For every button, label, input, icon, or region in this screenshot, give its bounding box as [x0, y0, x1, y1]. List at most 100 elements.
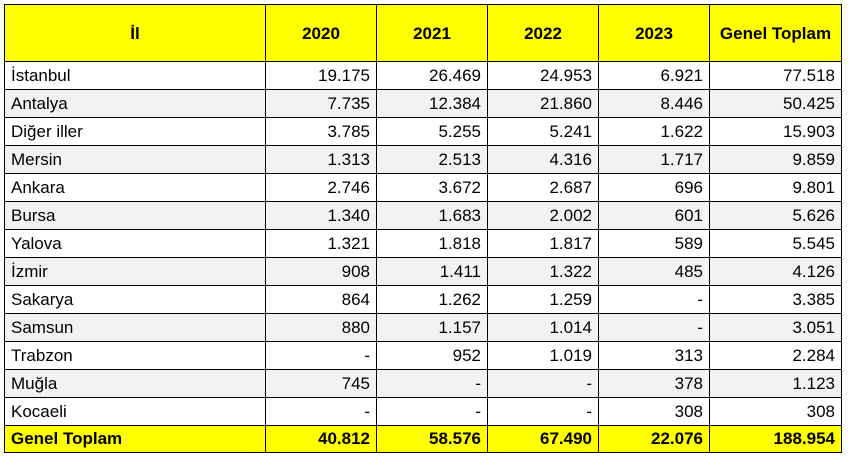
value-2020-cell: 880	[265, 313, 377, 342]
header-cell-2022: 2022	[487, 4, 599, 62]
header-cell-2020: 2020	[265, 4, 377, 62]
value-2021-cell: -	[376, 369, 488, 398]
value-2020-cell: -	[265, 341, 377, 370]
table-row: Antalya 7.735 12.384 21.860 8.446 50.425	[4, 89, 842, 118]
city-cell: Sakarya	[4, 285, 266, 314]
value-2021-cell: 952	[376, 341, 488, 370]
table-body: İstanbul 19.175 26.469 24.953 6.921 77.518 Ant…	[4, 61, 842, 426]
value-2022-cell: 5.241	[487, 117, 599, 146]
value-2020-cell: 7.735	[265, 89, 377, 118]
value-2022-cell: 1.322	[487, 257, 599, 286]
value-2022-cell: 1.817	[487, 229, 599, 258]
value-2022-cell: 1.019	[487, 341, 599, 370]
table-row: Ankara 2.746 3.672 2.687 696 9.801	[4, 173, 842, 202]
city-cell: Bursa	[4, 201, 266, 230]
total-cell-2023: 22.076	[598, 425, 710, 453]
value-2022-cell: 21.860	[487, 89, 599, 118]
value-2023-cell: -	[598, 285, 710, 314]
value-2022-cell: 2.687	[487, 173, 599, 202]
table-row: İstanbul 19.175 26.469 24.953 6.921 77.518	[4, 61, 842, 90]
total-row: Genel Toplam 40.812 58.576 67.490 22.076…	[4, 425, 842, 453]
total-cell: 3.051	[709, 313, 842, 342]
value-2021-cell: 1.411	[376, 257, 488, 286]
value-2020-cell: 1.340	[265, 201, 377, 230]
city-cell: Mersin	[4, 145, 266, 174]
city-cell: Ankara	[4, 173, 266, 202]
value-2020-cell: 3.785	[265, 117, 377, 146]
table-row: Trabzon -952 1.019 313 2.284	[4, 341, 842, 370]
total-cell: 9.859	[709, 145, 842, 174]
value-2023-cell: 313	[598, 341, 710, 370]
value-2022-cell: -	[487, 369, 599, 398]
city-cell: Trabzon	[4, 341, 266, 370]
value-2021-cell: 26.469	[376, 61, 488, 90]
city-cell: Samsun	[4, 313, 266, 342]
total-label: Genel Toplam	[4, 425, 266, 453]
total-cell: 308	[709, 397, 842, 426]
total-cell: 15.903	[709, 117, 842, 146]
city-cell: Diğer iller	[4, 117, 266, 146]
header-row: İl 2020 2021 2022 2023 Genel Toplam	[4, 4, 842, 62]
total-cell-2022: 67.490	[487, 425, 599, 453]
value-2023-cell: 485	[598, 257, 710, 286]
city-cell: Yalova	[4, 229, 266, 258]
value-2021-cell: 12.384	[376, 89, 488, 118]
value-2021-cell: 3.672	[376, 173, 488, 202]
total-cell: 77.518	[709, 61, 842, 90]
table-row: Diğer iller 3.785 5.255 5.241 1.622 15.903	[4, 117, 842, 146]
value-2021-cell: 1.818	[376, 229, 488, 258]
table-row: Bursa 1.340 1.683 2.002 601 5.626	[4, 201, 842, 230]
value-2020-cell: 908	[265, 257, 377, 286]
value-2023-cell: 378	[598, 369, 710, 398]
table-row: İzmir 908 1.411 1.322 485 4.126	[4, 257, 842, 286]
value-2022-cell: 1.259	[487, 285, 599, 314]
table-row: Sakarya 864 1.262 1.259-3.385	[4, 285, 842, 314]
value-2023-cell: 601	[598, 201, 710, 230]
table-row: Muğla 745- -378 1.123	[4, 369, 842, 398]
value-2022-cell: 4.316	[487, 145, 599, 174]
city-cell: Muğla	[4, 369, 266, 398]
value-2023-cell: 696	[598, 173, 710, 202]
value-2023-cell: -	[598, 313, 710, 342]
total-cell-2021: 58.576	[376, 425, 488, 453]
value-2021-cell: 1.683	[376, 201, 488, 230]
header-cell-2021: 2021	[376, 4, 488, 62]
total-cell: 2.284	[709, 341, 842, 370]
value-2023-cell: 1.717	[598, 145, 710, 174]
value-2020-cell: 864	[265, 285, 377, 314]
total-cell: 9.801	[709, 173, 842, 202]
value-2021-cell: 5.255	[376, 117, 488, 146]
value-2020-cell: 19.175	[265, 61, 377, 90]
header-cell-total: Genel Toplam	[709, 4, 842, 62]
data-table: İl 2020 2021 2022 2023 Genel Toplam İsta…	[4, 4, 842, 453]
total-cell-grand: 188.954	[709, 425, 842, 453]
value-2021-cell: 1.262	[376, 285, 488, 314]
total-cell: 3.385	[709, 285, 842, 314]
value-2020-cell: 1.313	[265, 145, 377, 174]
value-2022-cell: 2.002	[487, 201, 599, 230]
table-row: Yalova 1.321 1.818 1.817 589 5.545	[4, 229, 842, 258]
total-cell: 50.425	[709, 89, 842, 118]
header-cell-city: İl	[4, 4, 266, 62]
total-cell-2020: 40.812	[265, 425, 377, 453]
value-2023-cell: 1.622	[598, 117, 710, 146]
value-2023-cell: 308	[598, 397, 710, 426]
table-row: Samsun 880 1.157 1.014-3.051	[4, 313, 842, 342]
table-row: Mersin 1.313 2.513 4.316 1.717 9.859	[4, 145, 842, 174]
value-2022-cell: -	[487, 397, 599, 426]
value-2020-cell: 2.746	[265, 173, 377, 202]
city-cell: İzmir	[4, 257, 266, 286]
table-row: Kocaeli - - -308 308	[4, 397, 842, 426]
city-cell: İstanbul	[4, 61, 266, 90]
city-cell: Antalya	[4, 89, 266, 118]
value-2023-cell: 589	[598, 229, 710, 258]
value-2020-cell: 1.321	[265, 229, 377, 258]
total-cell: 4.126	[709, 257, 842, 286]
value-2023-cell: 6.921	[598, 61, 710, 90]
value-2021-cell: -	[376, 397, 488, 426]
total-cell: 5.626	[709, 201, 842, 230]
value-2020-cell: 745	[265, 369, 377, 398]
header-cell-2023: 2023	[598, 4, 710, 62]
value-2020-cell: -	[265, 397, 377, 426]
total-cell: 1.123	[709, 369, 842, 398]
